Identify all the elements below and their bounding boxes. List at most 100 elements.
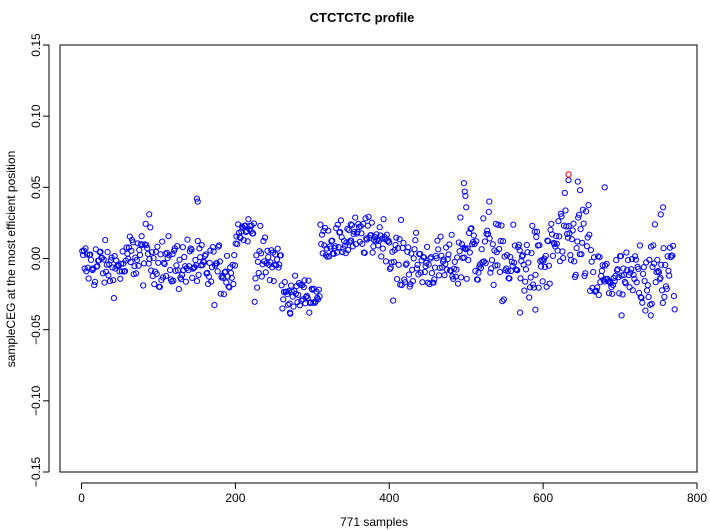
data-point xyxy=(609,290,616,297)
data-point xyxy=(231,252,238,259)
data-point xyxy=(571,258,578,265)
data-point xyxy=(522,266,530,273)
data-point xyxy=(326,253,333,260)
data-point xyxy=(639,299,646,306)
y-tick-label: 0.10 xyxy=(29,104,43,128)
data-point xyxy=(642,307,649,314)
data-point xyxy=(532,271,539,278)
data-point xyxy=(594,284,601,291)
data-point xyxy=(80,252,87,259)
data-point xyxy=(420,254,428,261)
data-point xyxy=(123,244,130,251)
data-point xyxy=(500,238,507,245)
data-point xyxy=(300,284,307,291)
data-point xyxy=(220,291,227,298)
data-point xyxy=(573,245,580,252)
data-point xyxy=(458,241,465,248)
data-point xyxy=(541,263,549,271)
data-point xyxy=(524,249,531,256)
data-point xyxy=(514,267,521,274)
data-point xyxy=(462,245,469,252)
data-point xyxy=(170,277,177,284)
data-point xyxy=(649,263,656,270)
data-point xyxy=(550,239,557,247)
data-point xyxy=(409,278,416,285)
data-point xyxy=(632,256,640,263)
data-point xyxy=(414,261,421,268)
data-point xyxy=(481,238,488,245)
data-point xyxy=(231,262,239,269)
data-point xyxy=(314,296,322,303)
data-point xyxy=(615,274,622,281)
data-point xyxy=(240,237,247,244)
data-point xyxy=(150,255,157,262)
data-point xyxy=(151,281,158,288)
data-point xyxy=(114,261,122,268)
data-point xyxy=(318,241,325,248)
data-point xyxy=(543,283,550,290)
data-point xyxy=(305,277,312,284)
data-point xyxy=(560,255,567,262)
data-point xyxy=(605,290,613,297)
data-point xyxy=(208,264,216,271)
data-point xyxy=(301,277,308,284)
data-point xyxy=(413,229,420,236)
data-point xyxy=(598,267,606,275)
data-point xyxy=(174,243,181,250)
data-point xyxy=(348,237,355,244)
data-point xyxy=(167,267,174,274)
data-point xyxy=(554,247,561,254)
data-point xyxy=(198,242,205,249)
data-point xyxy=(643,287,651,294)
data-point xyxy=(544,237,551,244)
data-point xyxy=(154,243,161,250)
data-point xyxy=(194,198,201,205)
data-point xyxy=(658,261,665,268)
y-tick-label: −0.15 xyxy=(29,456,43,487)
data-point xyxy=(511,242,519,249)
data-point xyxy=(345,246,352,254)
data-point xyxy=(377,232,384,239)
data-point xyxy=(369,249,376,256)
data-point xyxy=(648,300,655,307)
data-point xyxy=(193,278,201,285)
data-point xyxy=(390,258,397,265)
data-point xyxy=(568,257,575,264)
highlight-point xyxy=(565,171,572,178)
data-point xyxy=(503,252,511,259)
data-point xyxy=(358,230,365,237)
data-point xyxy=(223,252,231,259)
data-point xyxy=(401,279,409,286)
x-tick-label: 0 xyxy=(78,491,85,505)
data-point xyxy=(266,277,273,284)
data-point xyxy=(665,267,672,274)
data-point xyxy=(278,282,285,289)
data-point xyxy=(645,293,652,301)
data-point xyxy=(333,225,340,232)
data-point xyxy=(527,274,534,281)
data-point xyxy=(359,240,366,247)
data-point xyxy=(659,299,666,306)
data-point xyxy=(338,234,345,241)
data-point xyxy=(400,239,407,246)
data-point xyxy=(327,245,334,252)
data-point xyxy=(448,231,455,238)
data-point xyxy=(486,198,493,205)
data-point xyxy=(624,257,632,264)
data-point xyxy=(622,280,629,287)
data-point xyxy=(636,242,644,249)
data-point xyxy=(213,260,220,267)
data-point xyxy=(292,272,299,279)
data-point xyxy=(405,271,412,278)
data-point xyxy=(304,295,311,302)
data-point xyxy=(84,251,91,258)
data-point xyxy=(250,220,257,227)
data-point xyxy=(276,261,283,268)
data-point xyxy=(347,221,354,228)
data-point xyxy=(136,251,144,259)
data-point xyxy=(118,268,126,275)
data-point xyxy=(654,256,661,263)
data-point xyxy=(204,269,211,276)
data-point xyxy=(163,272,170,279)
data-point xyxy=(286,300,293,307)
